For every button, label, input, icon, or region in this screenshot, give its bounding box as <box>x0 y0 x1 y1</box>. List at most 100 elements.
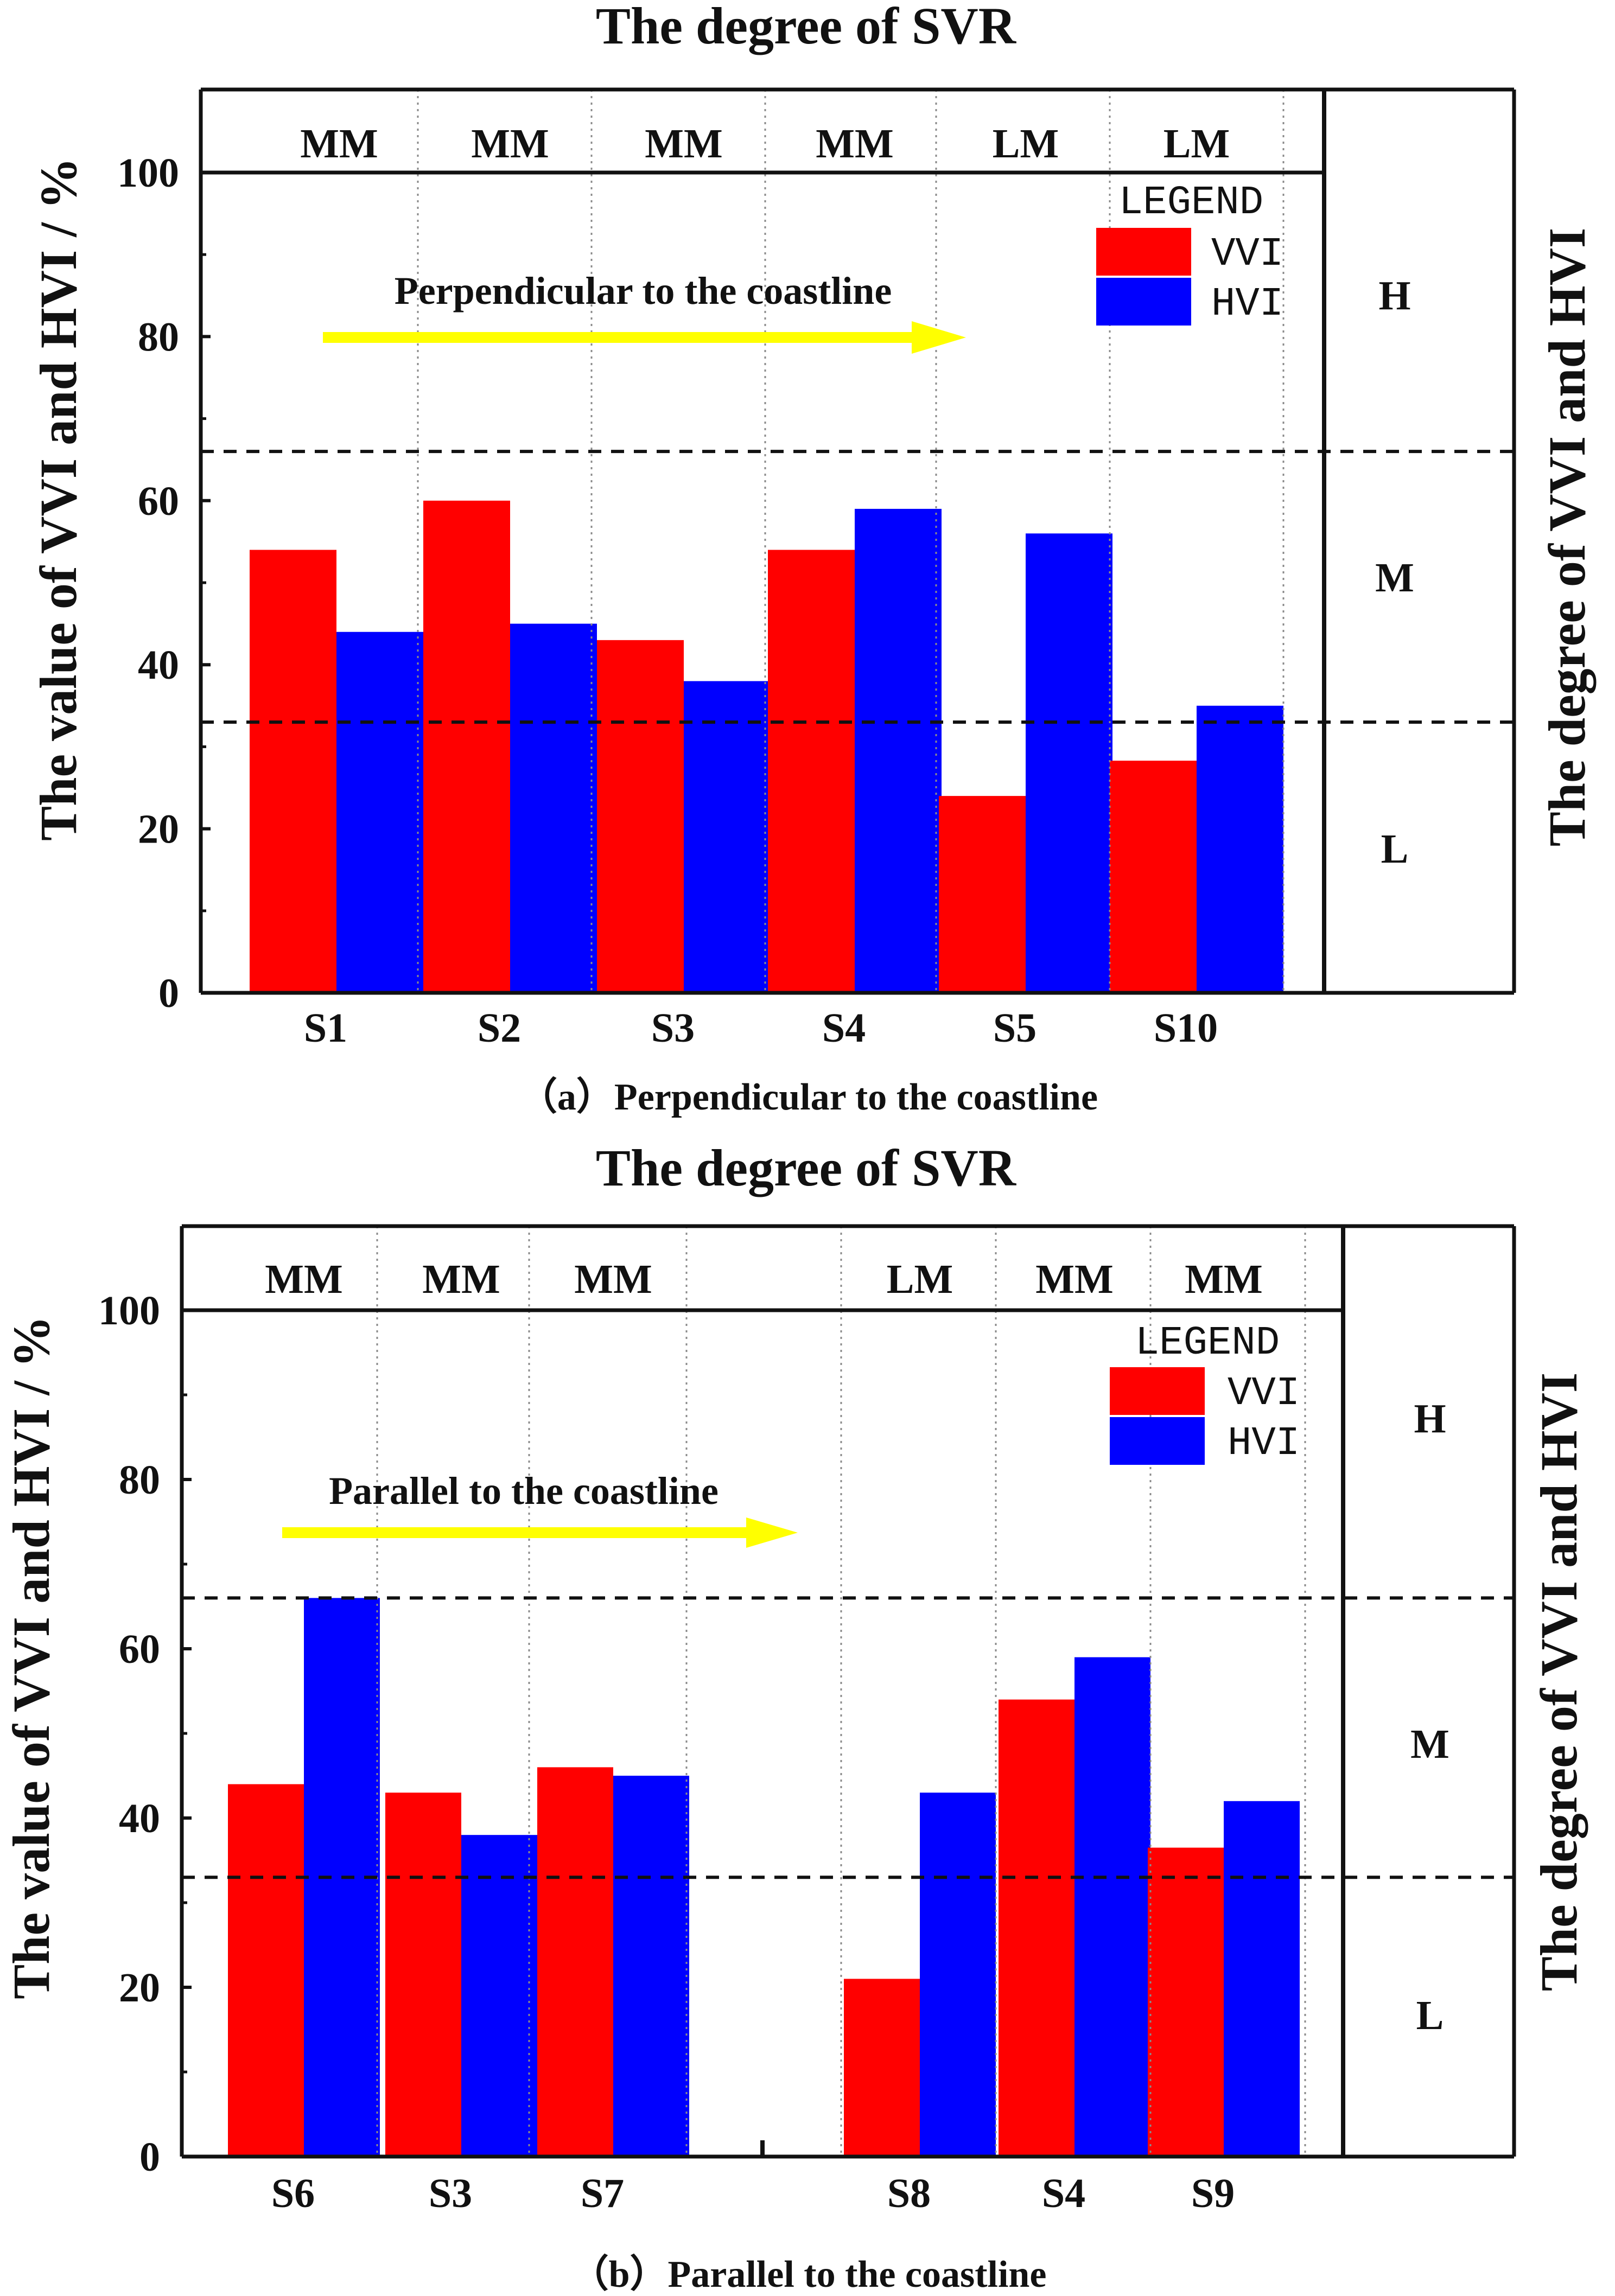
panel-a-legend: LEGEND VVI HVI <box>1096 180 1283 327</box>
panel-a-y-axis-label: The value of VVI and HVI / % <box>29 157 87 841</box>
panel-a-level-M: M <box>1375 555 1414 601</box>
panel-a-svr-degree-0: MM <box>300 121 378 167</box>
panel-b-annotation: Parallel to the coastline <box>329 1469 719 1513</box>
panel-a-ytick-label-40: 40 <box>138 642 179 688</box>
panel-b-bar-hvi-S4-5 <box>1074 1657 1150 2157</box>
panel-b-svr-degree-0: MM <box>265 1257 342 1302</box>
panel-a-level-labels: H M L <box>1375 273 1414 872</box>
panel-b-y-axis: 0 20 40 60 80 100 <box>98 1288 192 2180</box>
panel-b-category-S9: S9 <box>1191 2171 1235 2216</box>
panel-a-svr-degree-1: MM <box>471 121 549 167</box>
panel-b-frame <box>180 1224 1516 2159</box>
panel-b-level-L: L <box>1416 1993 1444 2038</box>
panel-b-category-S3: S3 <box>429 2171 472 2216</box>
panel-a-bar-hvi-S1-0 <box>336 632 423 993</box>
panel-a-svr-degree-5: LM <box>1163 121 1230 167</box>
panel-a-legend-hvi-label: HVI <box>1211 282 1283 327</box>
panel-a-bar-vvi-S4-3 <box>768 550 855 993</box>
panel-a-ytick-label-60: 60 <box>138 479 179 524</box>
panel-b-bars <box>228 1598 1300 2157</box>
panel-a-bar-vvi-S3-2 <box>597 640 684 993</box>
panel-a-category-S1: S1 <box>304 1005 347 1051</box>
panel-b-bar-hvi-S8-4 <box>920 1793 996 2157</box>
panel-b-bar-vvi-S9-6 <box>1148 1847 1224 2157</box>
panel-a-y-axis: 0 20 40 60 80 100 <box>117 150 211 1016</box>
panel-a-bar-vvi-S10-5 <box>1110 761 1197 993</box>
panel-a-bar-hvi-S10-5 <box>1197 705 1283 993</box>
panel-b-category-S6: S6 <box>271 2171 315 2216</box>
panel-b-bar-hvi-S9-6 <box>1224 1801 1300 2157</box>
panel-b-bar-vvi-S7-2 <box>537 1767 613 2157</box>
panel-a-category-labels: S1 S2 S3 S4 S5 S10 <box>304 1005 1218 1051</box>
panel-a-threshold-lines <box>201 450 1514 724</box>
panel-b-title: The degree of SVR <box>596 1139 1017 1197</box>
panel-a-svr-degree-3: MM <box>816 121 893 167</box>
panel-a-ytick-label-100: 100 <box>117 150 179 196</box>
panel-b-legend-vvi-label: VVI <box>1228 1371 1300 1417</box>
panel-a-title: The degree of SVR <box>596 0 1017 55</box>
panel-a-bar-vvi-S1-0 <box>250 550 336 993</box>
panel-a-category-S4: S4 <box>822 1005 866 1051</box>
panel-b-legend-hvi-swatch <box>1110 1417 1205 1465</box>
panel-b-level-H: H <box>1414 1396 1446 1442</box>
panel-a-legend-vvi-swatch <box>1096 228 1191 276</box>
panel-a-level-H: H <box>1378 273 1410 318</box>
panel-a-category-S2: S2 <box>478 1005 521 1051</box>
panel-a-bar-hvi-S5-4 <box>1026 533 1112 993</box>
panel-a-chart: The degree of SVR 0 20 40 60 80 100 MM MM MM MM L… <box>29 0 1596 1118</box>
panel-b-y-axis-label: The value of VVI and HVI / % <box>2 1316 60 1999</box>
panel-b-bar-hvi-S7-2 <box>613 1776 689 2157</box>
panel-a-right-axis-label: The degree of VVI and HVI <box>1538 228 1596 847</box>
panel-b-arrow <box>282 1517 798 1548</box>
panel-a-legend-title: LEGEND <box>1119 180 1263 226</box>
panel-a-category-S3: S3 <box>651 1005 695 1051</box>
panel-b-svr-degree-6: MM <box>1185 1257 1262 1302</box>
panel-a-annotation: Perpendicular to the coastline <box>395 269 892 312</box>
panel-a-svr-degree-4: LM <box>993 121 1059 167</box>
panel-a-ytick-label-80: 80 <box>138 314 179 360</box>
panel-b-ytick-label-0: 0 <box>139 2134 160 2180</box>
panel-a-caption: （a）Perpendicular to the coastline <box>519 1076 1098 1118</box>
panel-a-bars <box>250 500 1283 993</box>
panel-b-legend-hvi-label: HVI <box>1228 1421 1300 1466</box>
panel-b-level-labels: H M L <box>1410 1396 1449 2038</box>
panel-b-category-S8: S8 <box>887 2171 931 2216</box>
panel-b-bar-vvi-S6-0 <box>228 1784 304 2157</box>
panel-a-ytick-label-0: 0 <box>158 971 179 1016</box>
panel-b-category-labels: S6 S3 S7 S8 S4 S9 <box>271 2171 1235 2216</box>
panel-a-svr-degree-2: MM <box>645 121 722 167</box>
panel-b-category-S4: S4 <box>1042 2171 1085 2216</box>
panel-a-frame <box>199 87 1516 995</box>
panel-a-legend-vvi-label: VVI <box>1211 232 1283 277</box>
panel-a-ytick-label-20: 20 <box>138 807 179 852</box>
panel-a-level-L: L <box>1381 826 1409 872</box>
panel-b-bar-vvi-S4-5 <box>999 1699 1074 2157</box>
panel-a-svr-degree-labels: MM MM MM MM LM LM <box>300 121 1230 167</box>
panel-a-bar-hvi-S4-3 <box>855 508 942 993</box>
panel-a-category-S5: S5 <box>993 1005 1037 1051</box>
panel-b-threshold-lines <box>182 1596 1514 1879</box>
panel-b-level-M: M <box>1410 1721 1449 1767</box>
panel-a-bar-vvi-S5-4 <box>939 796 1026 993</box>
panel-a-bar-vvi-S2-1 <box>423 500 510 993</box>
panel-b-ytick-label-20: 20 <box>119 1965 160 2011</box>
panel-b-bar-vvi-S8-4 <box>844 1979 920 2157</box>
panel-b-ytick-label-60: 60 <box>119 1627 160 1672</box>
panel-b-svr-degree-2: MM <box>574 1257 652 1302</box>
panel-b-caption: （b）Parallel to the coastline <box>571 2253 1047 2295</box>
panel-b-ytick-label-80: 80 <box>119 1457 160 1503</box>
panel-b-legend: LEGEND VVI HVI <box>1110 1321 1300 1466</box>
panel-a-bar-hvi-S2-1 <box>510 623 597 993</box>
panel-b-gridlines <box>376 1226 1306 2157</box>
panel-b-category-S7: S7 <box>581 2171 624 2216</box>
panel-b-legend-title: LEGEND <box>1135 1321 1280 1366</box>
panel-a-arrow <box>323 321 966 354</box>
panel-b-svr-degree-5: MM <box>1035 1257 1113 1302</box>
panel-a-legend-hvi-swatch <box>1096 278 1191 326</box>
panel-a-bar-hvi-S3-2 <box>684 681 771 993</box>
panel-b-bar-vvi-S3-1 <box>385 1793 461 2157</box>
panel-b-right-axis-label: The degree of VVI and HVI <box>1530 1373 1588 1992</box>
panel-b-svr-degree-4: LM <box>887 1257 953 1302</box>
